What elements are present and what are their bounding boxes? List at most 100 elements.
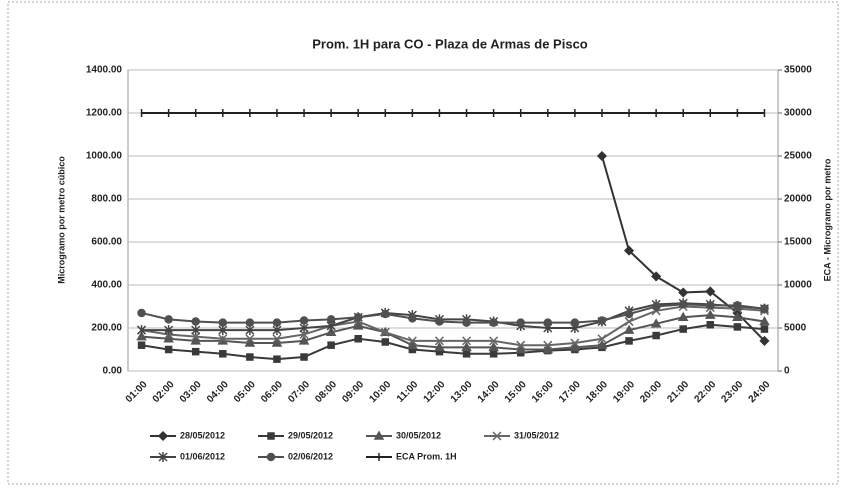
marker [353,313,363,322]
marker [163,333,174,343]
marker [218,334,228,344]
marker [543,318,553,327]
y2-axis-title: ECA - Microgramo por metro [822,158,832,281]
marker [381,338,390,346]
marker [435,317,444,326]
marker [596,150,608,162]
marker [760,304,769,313]
marker [624,309,634,319]
legend-label: 01/06/2012 [180,451,225,461]
marker [191,347,200,356]
marker [652,331,660,340]
marker [407,336,417,346]
marker [570,338,580,348]
marker [623,245,635,256]
marker [597,316,607,325]
marker [164,345,173,354]
marker [542,343,554,354]
chart-title: Prom. 1H para CO - Plaza de Armas de Pis… [312,36,588,51]
legend-label: 30/05/2012 [396,430,441,440]
legend-label: 29/05/2012 [288,430,333,440]
marker [326,315,336,324]
y2-tick-label: 25000 [784,151,812,162]
y-tick-label: 400.00 [91,280,122,291]
marker [272,318,282,327]
marker [651,271,662,282]
marker [760,325,769,333]
marker [298,335,310,345]
legend-label: ECA Prom. 1H [396,451,457,461]
marker [651,302,661,311]
marker [516,340,526,350]
y-tick-label: 1000.00 [86,151,123,162]
marker [624,317,634,327]
y2-tick-label: 15000 [784,237,812,248]
marker [489,336,499,346]
marker [515,343,527,354]
marker [623,324,635,334]
y-tick-label: 200.00 [91,323,122,334]
marker [543,340,553,350]
marker [191,325,201,336]
marker [678,287,689,298]
marker [157,430,169,442]
marker [489,318,498,327]
marker [191,332,201,342]
marker [164,325,174,336]
marker [706,321,715,329]
marker [137,308,146,318]
marker [299,329,309,339]
marker [704,309,716,319]
marker [677,311,689,321]
marker [569,341,581,352]
chart-frame [7,1,839,485]
marker [136,331,147,341]
marker [462,318,471,327]
y2-tick-label: 20000 [784,194,812,205]
marker [407,339,418,349]
y2-tick-label: 35000 [784,65,812,76]
marker [266,452,276,462]
series-line [141,323,765,361]
marker [325,326,337,337]
marker [381,309,390,319]
marker [516,318,525,327]
marker [137,325,147,336]
series-line [141,303,765,324]
marker [271,337,283,347]
y-tick-label: 1400.00 [86,65,123,76]
series-line [141,302,765,332]
marker [759,316,770,326]
marker [373,430,385,440]
marker [434,336,444,346]
marker [219,350,227,358]
marker [299,316,309,325]
marker [678,300,688,309]
marker [272,334,282,344]
marker [570,318,580,327]
marker [625,337,633,345]
y-tick-label: 1200.00 [86,108,123,119]
y2-tick-label: 10000 [784,280,812,291]
marker [245,318,255,327]
y-axis-title: Microgramo por metro cúbico [56,156,66,284]
marker [461,341,472,352]
marker [705,286,716,297]
marker [246,353,254,361]
marker [352,320,364,330]
marker [354,335,362,343]
marker [408,314,417,323]
marker [164,315,173,324]
y2-tick-label: 0 [784,366,790,377]
series-line [141,305,765,347]
y2-tick-label: 30000 [784,108,812,119]
marker [488,341,499,352]
marker [733,323,742,331]
marker [267,432,275,440]
y2-tick-label: 5000 [784,323,807,334]
marker [218,318,228,327]
legend-label: 31/05/2012 [514,430,559,440]
marker [650,318,662,328]
marker [327,341,335,349]
